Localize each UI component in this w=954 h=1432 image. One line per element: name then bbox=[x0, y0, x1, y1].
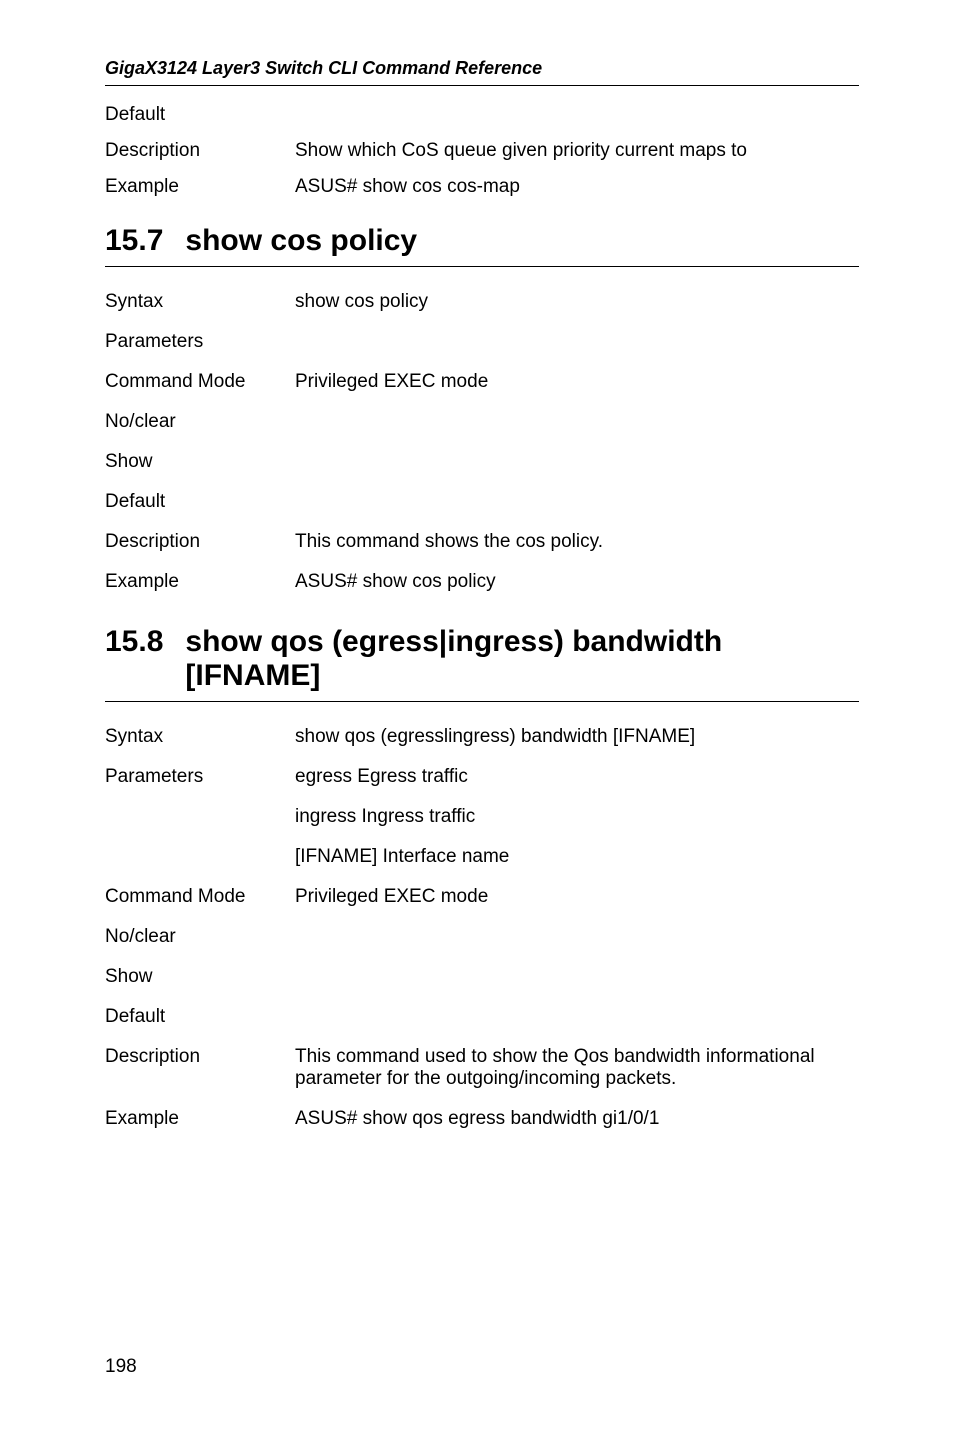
definition-value bbox=[295, 104, 859, 126]
definition-value bbox=[295, 926, 859, 948]
definition-row: [IFNAME] Interface name bbox=[105, 846, 859, 868]
definition-row: Example ASUS# show cos cos-map bbox=[105, 176, 859, 198]
definition-value: [IFNAME] Interface name bbox=[295, 846, 859, 868]
definition-label: Default bbox=[105, 104, 295, 126]
section-15-8-body: Syntax show qos (egresslingress) bandwid… bbox=[105, 726, 859, 1130]
definition-label: No/clear bbox=[105, 411, 295, 433]
definition-label: Example bbox=[105, 571, 295, 593]
definition-value bbox=[295, 491, 859, 513]
definition-label: No/clear bbox=[105, 926, 295, 948]
definition-row: Default bbox=[105, 1006, 859, 1028]
definition-label: Command Mode bbox=[105, 886, 295, 908]
definition-row: Example ASUS# show qos egress bandwidth … bbox=[105, 1108, 859, 1130]
definition-value bbox=[295, 451, 859, 473]
definition-row: Default bbox=[105, 104, 859, 126]
definition-row: Description This command shows the cos p… bbox=[105, 531, 859, 553]
definition-value: ASUS# show qos egress bandwidth gi1/0/1 bbox=[295, 1108, 859, 1130]
definition-value: Privileged EXEC mode bbox=[295, 371, 859, 393]
definition-value bbox=[295, 1006, 859, 1028]
definition-label: Syntax bbox=[105, 726, 295, 748]
definition-label: Example bbox=[105, 176, 295, 198]
definition-label: Show bbox=[105, 966, 295, 988]
section-title-line1: show qos (egress|ingress) bandwidth bbox=[185, 625, 722, 659]
top-definition-block: Default Description Show which CoS queue… bbox=[105, 104, 859, 198]
definition-row: ingress Ingress traffic bbox=[105, 806, 859, 828]
definition-row: Parameters egress Egress traffic bbox=[105, 766, 859, 788]
definition-value bbox=[295, 331, 859, 353]
definition-row: Description Show which CoS queue given p… bbox=[105, 140, 859, 162]
definition-value: show cos policy bbox=[295, 291, 859, 313]
definition-value: ASUS# show cos policy bbox=[295, 571, 859, 593]
definition-row: No/clear bbox=[105, 411, 859, 433]
document-header-title: GigaX3124 Layer3 Switch CLI Command Refe… bbox=[105, 58, 859, 86]
definition-label: Description bbox=[105, 531, 295, 553]
definition-label: Description bbox=[105, 140, 295, 162]
definition-row: Default bbox=[105, 491, 859, 513]
definition-label: Example bbox=[105, 1108, 295, 1130]
definition-value bbox=[295, 966, 859, 988]
definition-label: Default bbox=[105, 491, 295, 513]
section-number: 15.8 bbox=[105, 625, 163, 659]
definition-label: Command Mode bbox=[105, 371, 295, 393]
section-header-15-7: 15.7 show cos policy bbox=[105, 224, 859, 267]
definition-value: This command used to show the Qos bandwi… bbox=[295, 1046, 859, 1090]
definition-row: Syntax show qos (egresslingress) bandwid… bbox=[105, 726, 859, 748]
definition-row: Command Mode Privileged EXEC mode bbox=[105, 886, 859, 908]
section-header-15-8: 15.8 show qos (egress|ingress) bandwidth… bbox=[105, 625, 859, 702]
definition-row: Description This command used to show th… bbox=[105, 1046, 859, 1090]
section-number: 15.7 bbox=[105, 224, 163, 258]
definition-label: Parameters bbox=[105, 766, 295, 788]
definition-label: Show bbox=[105, 451, 295, 473]
section-title-line2: [IFNAME] bbox=[185, 659, 722, 693]
definition-value: ASUS# show cos cos-map bbox=[295, 176, 859, 198]
section-title: show cos policy bbox=[185, 224, 417, 258]
definition-row: Command Mode Privileged EXEC mode bbox=[105, 371, 859, 393]
definition-label: Syntax bbox=[105, 291, 295, 313]
definition-row: Syntax show cos policy bbox=[105, 291, 859, 313]
definition-value: show qos (egresslingress) bandwidth [IFN… bbox=[295, 726, 859, 748]
definition-value: Privileged EXEC mode bbox=[295, 886, 859, 908]
definition-value: This command shows the cos policy. bbox=[295, 531, 859, 553]
definition-row: Show bbox=[105, 966, 859, 988]
definition-label bbox=[105, 806, 295, 828]
definition-label: Parameters bbox=[105, 331, 295, 353]
definition-value: Show which CoS queue given priority curr… bbox=[295, 140, 859, 162]
definition-value: ingress Ingress traffic bbox=[295, 806, 859, 828]
section-15-7-body: Syntax show cos policy Parameters Comman… bbox=[105, 291, 859, 593]
definition-row: Example ASUS# show cos policy bbox=[105, 571, 859, 593]
definition-label: Default bbox=[105, 1006, 295, 1028]
definition-label: Description bbox=[105, 1046, 295, 1090]
definition-row: No/clear bbox=[105, 926, 859, 948]
definition-value bbox=[295, 411, 859, 433]
definition-row: Parameters bbox=[105, 331, 859, 353]
definition-value: egress Egress traffic bbox=[295, 766, 859, 788]
definition-row: Show bbox=[105, 451, 859, 473]
definition-label bbox=[105, 846, 295, 868]
page-number: 198 bbox=[105, 1356, 137, 1378]
